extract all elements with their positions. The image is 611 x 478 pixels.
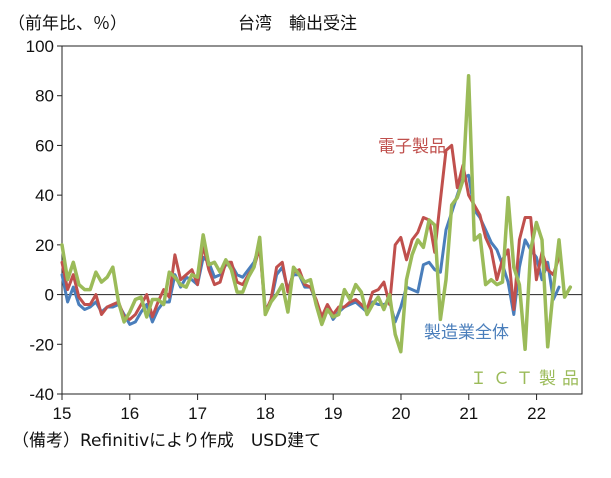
series-label-2: ＩＣＴ製品	[470, 369, 585, 389]
y-tick-label: -40	[29, 385, 54, 404]
series-label-0: 電子製品	[378, 137, 446, 157]
y-tick-label: 20	[35, 236, 54, 255]
y-tick-label: 60	[35, 136, 54, 155]
y-tick-label: -20	[29, 335, 54, 354]
series-line-0	[60, 173, 561, 326]
series-line-1	[60, 143, 561, 321]
series-label-1: 製造業全体	[424, 323, 509, 343]
y-tick-label: 0	[45, 286, 54, 305]
x-tick-label: 22	[527, 404, 546, 423]
x-tick-label: 16	[120, 404, 139, 423]
y-tick-label: 40	[35, 186, 54, 205]
y-tick-label: 100	[26, 37, 54, 56]
x-tick-label: 15	[53, 404, 72, 423]
series-line-2	[60, 74, 573, 354]
y-tick-label: 80	[35, 87, 54, 106]
x-tick-label: 19	[324, 404, 343, 423]
source-note: （備考）Refinitivにより作成 USD建て	[12, 431, 321, 451]
x-tick-label: 18	[256, 404, 275, 423]
x-tick-label: 17	[188, 404, 207, 423]
plot-frame	[61, 45, 583, 395]
chart-title: 台湾 輸出受注	[238, 14, 357, 34]
x-tick-label: 20	[392, 404, 411, 423]
x-tick-label: 21	[459, 404, 478, 423]
plot-area: -40 -20 0 20 40 60 80 100 15 16 17 18 19 20 21 22 電子製品製造…	[26, 37, 585, 423]
y-axis-unit-label: （前年比、％）	[8, 14, 127, 34]
